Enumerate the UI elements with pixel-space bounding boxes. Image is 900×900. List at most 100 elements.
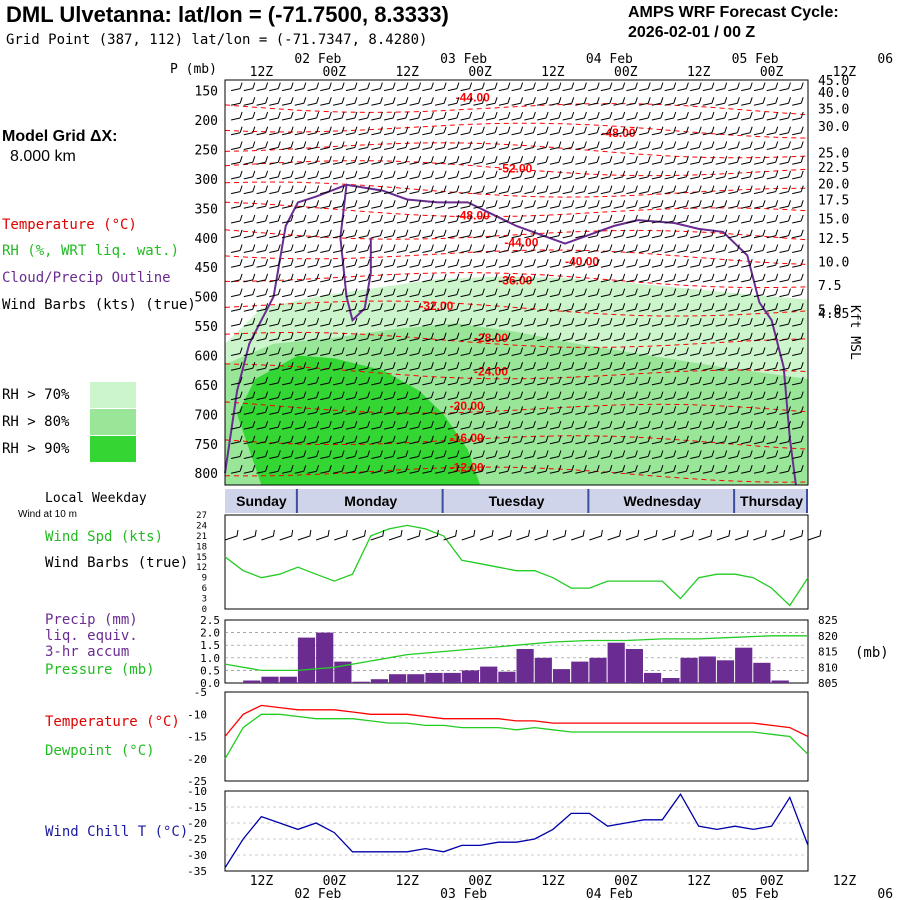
wind-barb: [498, 200, 511, 209]
wind-barb: [422, 465, 434, 474]
wind-barb: [524, 214, 536, 224]
wind-barb: [281, 317, 294, 327]
wind-barb: [383, 170, 396, 180]
wind-barb: [562, 244, 575, 253]
wind-barb: [766, 317, 779, 327]
wind-barb: [690, 82, 702, 92]
wind-barb: [677, 317, 689, 327]
wind-barb: [792, 141, 804, 150]
wind-barb: [511, 317, 524, 327]
wind-barb: [269, 141, 281, 150]
wind-barb: [792, 465, 804, 474]
wind-barb: [715, 200, 728, 209]
wind-barb: [434, 435, 447, 445]
wind-barb: [383, 362, 396, 371]
wind-barb: [269, 170, 281, 180]
wind-barb: [664, 332, 677, 342]
wind-barb: [294, 259, 307, 268]
wind-barb: [702, 465, 715, 474]
wind-barb: [498, 273, 511, 283]
wind-barb: [613, 200, 626, 209]
wind-barb: [434, 376, 447, 386]
wind-barb: [485, 111, 498, 121]
weekday-cell: [297, 489, 442, 513]
wind-barb: [600, 391, 613, 401]
wind-barb: [498, 156, 511, 165]
wind-barb: [307, 126, 320, 136]
temperature-contour: [224, 331, 809, 348]
wind-barb: [766, 362, 779, 371]
wind-barb: [613, 273, 626, 283]
wind-barb: [613, 317, 626, 327]
precip-bar: [370, 679, 388, 683]
wind-barb: [536, 450, 549, 459]
wind-barb: [639, 303, 651, 312]
wind-barb: [562, 200, 575, 209]
wind-barb: [269, 82, 281, 92]
wind-barb: [741, 376, 753, 386]
wind-barb: [766, 391, 779, 401]
wind-barb: [562, 450, 575, 459]
wind-barb: [230, 126, 243, 136]
wind-barb: [613, 141, 626, 150]
wind-barb: [702, 288, 715, 298]
wind-barb: [536, 229, 549, 239]
wind-barb: [358, 332, 371, 342]
wind-barb: [307, 420, 320, 430]
top-time-label: 12Z: [687, 65, 711, 80]
wind-barb: [639, 229, 651, 239]
wind-barb: [383, 97, 396, 106]
wind-barb: [332, 420, 345, 430]
wind-barb: [741, 185, 753, 195]
wind-barb: [600, 303, 613, 312]
wind-barb: [792, 288, 804, 298]
precip-ytick: 0.5: [200, 664, 220, 677]
wind-barb: [243, 362, 256, 371]
wind-barb: [715, 406, 728, 415]
wind-barb: [332, 229, 345, 239]
wind-barb: [664, 273, 677, 283]
wind-barb: [753, 229, 766, 239]
wind-barb: [396, 170, 409, 180]
wind-barb: [230, 317, 243, 327]
wind-barb: [498, 259, 511, 268]
wind-barb: [485, 229, 498, 239]
top-time-label: 00Z: [323, 65, 347, 80]
wind-barb: [690, 200, 702, 209]
wind-barb: [690, 185, 702, 195]
wind-barb: [664, 97, 677, 106]
wind-ytick: 24: [196, 521, 207, 531]
wind-barb: [256, 317, 269, 327]
wchill-ytick: -15: [187, 801, 207, 814]
wind-barb: [677, 420, 689, 430]
wind-barb: [243, 347, 256, 356]
wind-barb: [383, 406, 396, 415]
wind-barb: [307, 273, 320, 283]
wind-barb: [473, 126, 485, 136]
wind-barb: [396, 362, 409, 371]
wind-barb: [613, 332, 626, 342]
wind-barb: [626, 362, 638, 371]
legend-rh90: RH > 90%: [2, 441, 70, 457]
wind-barb: [460, 259, 473, 268]
wind-barb: [524, 244, 536, 253]
wind-barb: [651, 406, 664, 415]
wind-barb: [575, 332, 587, 342]
wind-barb: [600, 273, 613, 283]
precip-bar: [589, 657, 607, 683]
wind-barb: [447, 200, 460, 209]
wind-barb: [371, 229, 383, 239]
wind-barb: [434, 82, 447, 92]
wind-barb: [613, 303, 626, 312]
wind-barb: [626, 214, 638, 224]
pressure-tick: 200: [195, 114, 218, 129]
wind-barb: [702, 391, 715, 401]
precip-ytick: 1.5: [200, 639, 220, 652]
wind-barb: [422, 288, 434, 298]
wind-barb: [281, 332, 294, 342]
wind-barb: [613, 156, 626, 165]
wind-barb: [345, 200, 358, 209]
wind-barb: [741, 435, 753, 445]
wind-barb: [575, 200, 587, 209]
precip-bar: [407, 674, 425, 683]
